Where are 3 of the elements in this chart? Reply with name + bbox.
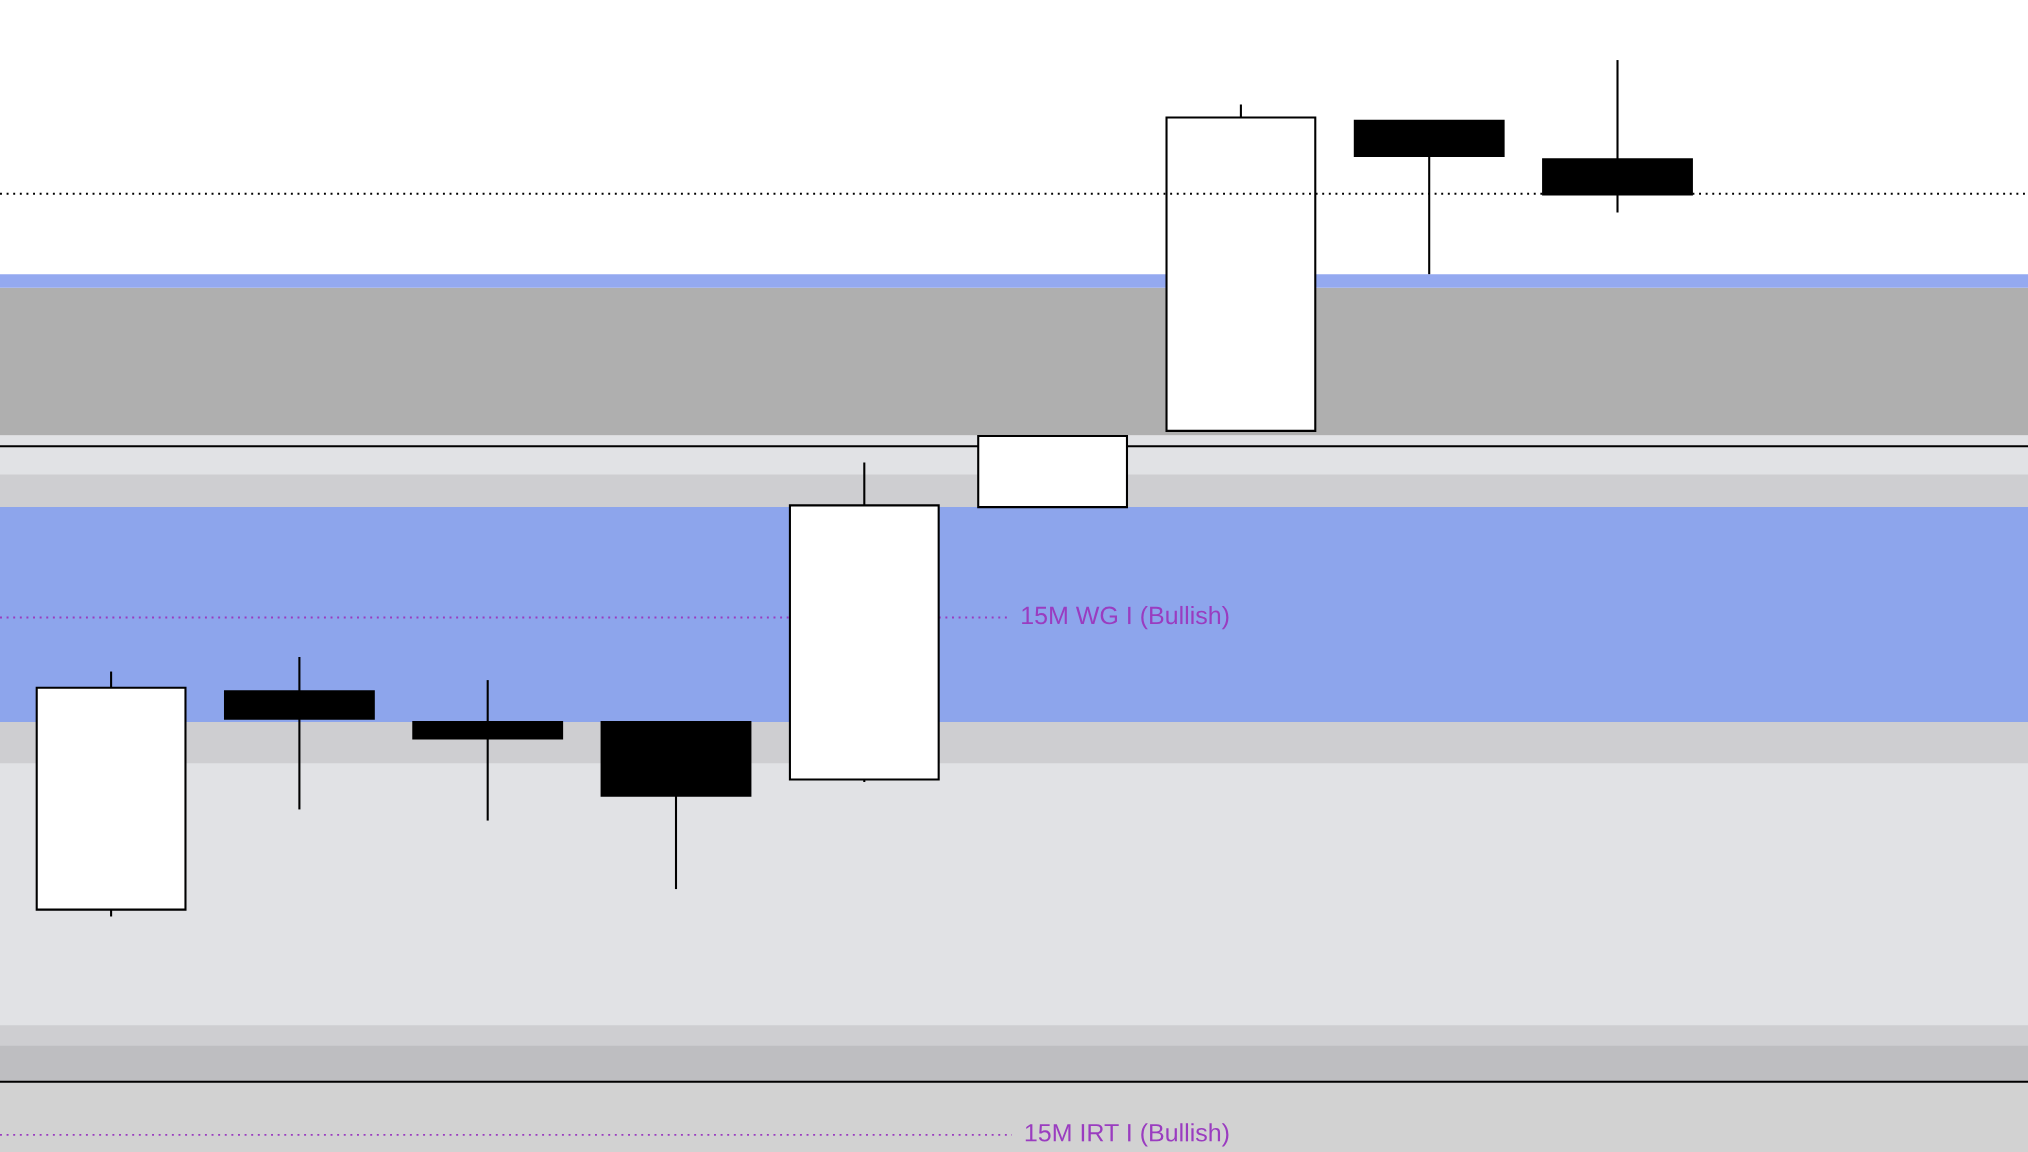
ref-line-label: 15M WG I (Bullish) (1022, 605, 1229, 630)
ref-line-label: 15M IRT I (Bullish) (1025, 1123, 1229, 1147)
candlestick (412, 679, 564, 822)
